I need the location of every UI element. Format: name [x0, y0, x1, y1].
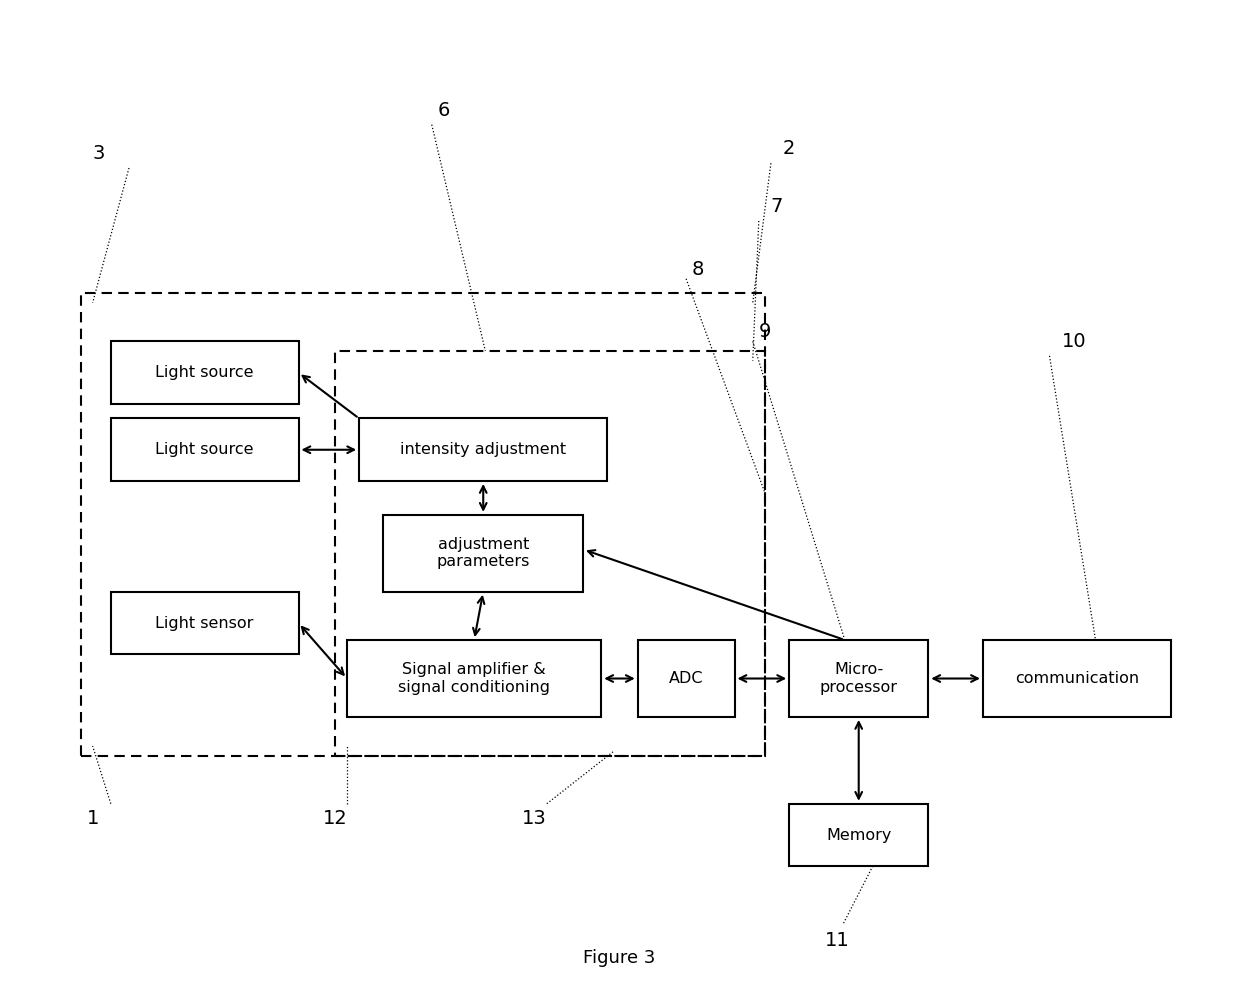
- Text: 8: 8: [693, 260, 705, 278]
- Bar: [110, 592, 299, 654]
- Text: 3: 3: [93, 144, 105, 164]
- Text: 9: 9: [758, 322, 771, 341]
- Bar: [359, 418, 607, 481]
- Text: 13: 13: [523, 809, 548, 827]
- Text: 1: 1: [87, 809, 99, 827]
- Text: Micro-
processor: Micro- processor: [820, 662, 898, 695]
- Text: Signal amplifier &
signal conditioning: Signal amplifier & signal conditioning: [398, 662, 550, 695]
- Text: communication: communication: [1015, 671, 1139, 686]
- Bar: [81, 293, 764, 755]
- Text: 11: 11: [825, 931, 850, 950]
- Bar: [983, 640, 1171, 717]
- Bar: [789, 804, 928, 866]
- Bar: [335, 351, 764, 755]
- Text: Light source: Light source: [155, 442, 254, 457]
- Text: Light source: Light source: [155, 366, 254, 381]
- Bar: [110, 418, 299, 481]
- Text: 7: 7: [771, 197, 783, 216]
- Text: Memory: Memory: [826, 827, 891, 842]
- Bar: [789, 640, 928, 717]
- Text: 12: 12: [322, 809, 347, 827]
- Bar: [638, 640, 735, 717]
- Text: adjustment
parameters: adjustment parameters: [436, 537, 530, 570]
- Bar: [110, 341, 299, 404]
- Text: Figure 3: Figure 3: [584, 949, 655, 967]
- Text: 2: 2: [783, 140, 795, 159]
- Text: intensity adjustment: intensity adjustment: [400, 442, 566, 457]
- Text: 6: 6: [437, 101, 450, 120]
- Text: 10: 10: [1062, 332, 1087, 351]
- Bar: [383, 514, 584, 592]
- Text: Light sensor: Light sensor: [155, 615, 254, 630]
- Bar: [347, 640, 601, 717]
- Text: ADC: ADC: [669, 671, 704, 686]
